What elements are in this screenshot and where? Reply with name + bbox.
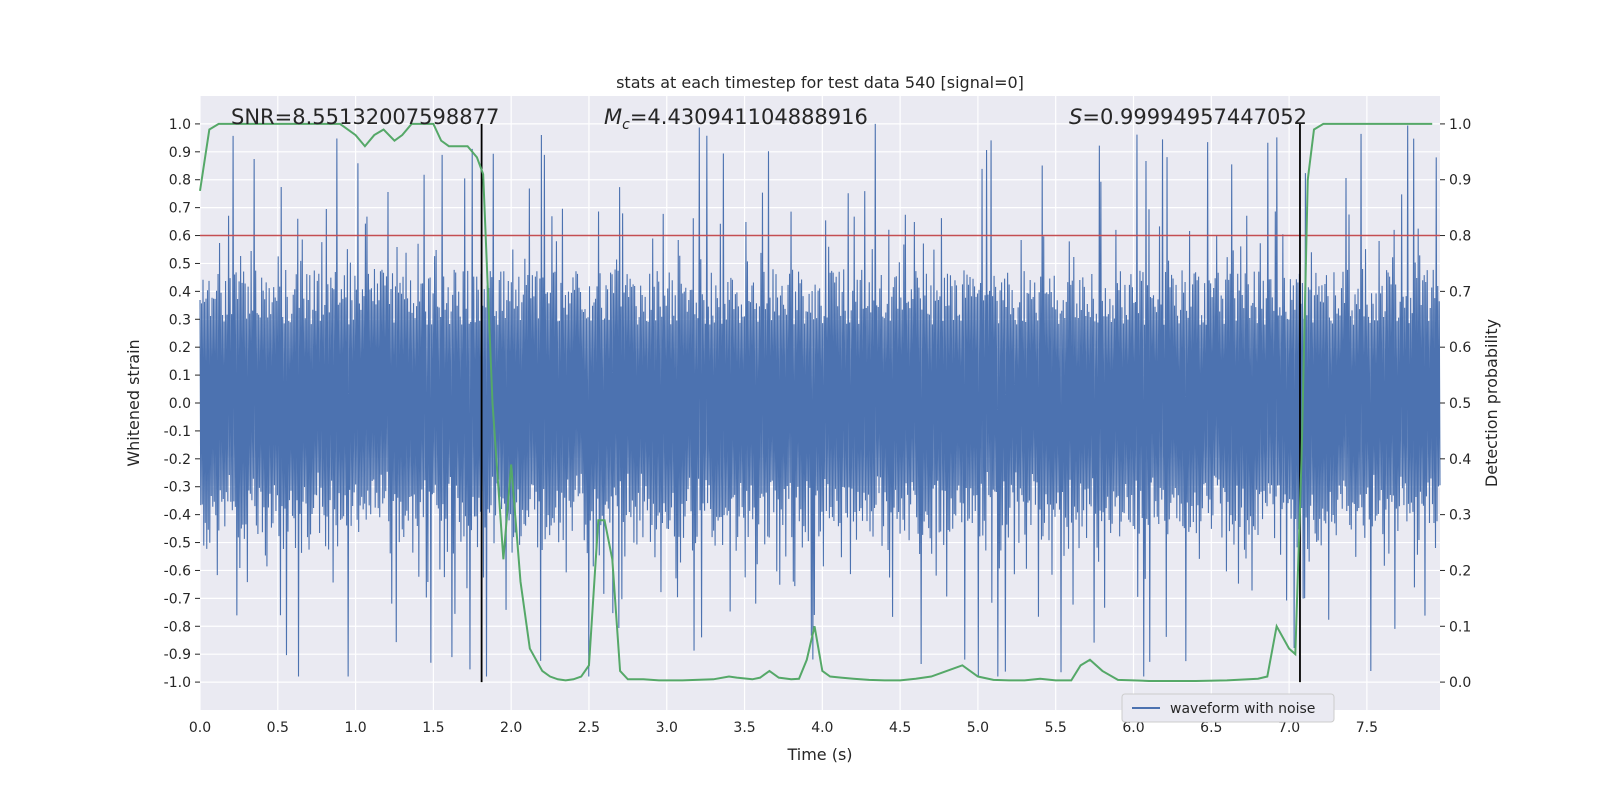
- s-annotation: S=0.99994957447052: [1069, 105, 1307, 129]
- x-tick-label: 4.0: [811, 720, 833, 736]
- chirp-mass-value: =4.430941104888916: [630, 105, 868, 129]
- y-tick-label: 0.1: [169, 368, 191, 384]
- y-tick-label: -0.5: [164, 536, 191, 552]
- y-tick-label: 0.4: [169, 284, 191, 300]
- y-tick-label: -0.8: [164, 619, 191, 635]
- x-tick-label: 4.5: [889, 720, 911, 736]
- x-tick-label: 7.5: [1356, 720, 1378, 736]
- y-tick-label: -0.6: [164, 563, 191, 579]
- y-tick-label: 0.9: [169, 145, 191, 161]
- s-symbol: S: [1069, 105, 1082, 129]
- x-tick-label: 3.0: [656, 720, 678, 736]
- legend-box: [1121, 693, 1335, 723]
- x-tick-label: 1.0: [344, 720, 366, 736]
- y2-tick-label: 0.4: [1449, 452, 1471, 468]
- x-tick-label: 6.0: [1122, 720, 1144, 736]
- y-tick-label: -0.2: [164, 452, 191, 468]
- y-tick-label: 0.0: [169, 396, 191, 412]
- chirp-mass-annotation: Mc=4.430941104888916: [604, 105, 868, 133]
- detection-probability-line: [199, 122, 1433, 682]
- y2-tick-label: 0.6: [1449, 340, 1471, 356]
- y2-tick-label: 0.9: [1449, 173, 1471, 189]
- y-tick-label: 0.5: [169, 256, 191, 272]
- y-tick-label: -0.9: [164, 647, 191, 663]
- axes: 0.0 0.5 1.0 1.5 2.0 2.5 3.0 3.5 4.0 4.5 5.0 5.5 6.0 6…: [164, 117, 1472, 736]
- chirp-mass-subscript: c: [622, 117, 630, 133]
- x-tick-label: 0.0: [189, 720, 211, 736]
- y-tick-label: 0.8: [169, 173, 191, 189]
- x-axis-label: Time (s): [786, 745, 852, 764]
- y2-tick-label: 0.8: [1449, 229, 1471, 245]
- chart-title: stats at each timestep for test data 540…: [616, 73, 1024, 92]
- y-tick-label: -0.7: [164, 591, 191, 607]
- y-tick-label: 1.0: [169, 117, 191, 133]
- y2-tick-label: 1.0: [1449, 117, 1471, 133]
- y2-tick-label: 0.2: [1449, 563, 1471, 579]
- y-tick-label: -0.4: [164, 508, 191, 524]
- legend-entry: waveform with noise: [1170, 701, 1315, 717]
- x-tick-label: 2.5: [578, 720, 600, 736]
- s-value: =0.99994957447052: [1082, 105, 1307, 129]
- chirp-mass-symbol: M: [604, 105, 622, 129]
- overlay: [199, 122, 1440, 683]
- x-tick-label: 2.0: [500, 720, 522, 736]
- x-tick-label: 5.5: [1045, 720, 1067, 736]
- x-tick-label: 3.5: [733, 720, 755, 736]
- y2-tick-label: 0.1: [1449, 619, 1471, 635]
- waveform-line: [199, 123, 1441, 677]
- x-tick-label: 0.5: [267, 720, 289, 736]
- y-tick-label: 0.7: [169, 201, 191, 217]
- y-tick-label: -1.0: [164, 675, 191, 691]
- waveform-series: [199, 123, 1441, 677]
- y-tick-label: 0.6: [169, 229, 191, 245]
- y2-axis-label: Detection probability: [1482, 319, 1501, 487]
- x-tick-label: 6.5: [1200, 720, 1222, 736]
- x-tick-label: 5.0: [967, 720, 989, 736]
- y-tick-label: -0.1: [164, 424, 191, 440]
- snr-annotation: SNR=8.55132007598877: [231, 105, 499, 129]
- y2-tick-label: 0.5: [1449, 396, 1471, 412]
- y-tick-label: 0.3: [169, 312, 191, 328]
- legend: waveform with noise: [1121, 693, 1335, 723]
- y-tick-label: 0.2: [169, 340, 191, 356]
- y2-tick-label: 0.3: [1449, 508, 1471, 524]
- x-tick-label: 7.0: [1278, 720, 1300, 736]
- x-tick-label: 1.5: [422, 720, 444, 736]
- y-axis-label: Whitened strain: [124, 339, 143, 466]
- y2-tick-label: 0.0: [1449, 675, 1471, 691]
- y2-tick-label: 0.7: [1449, 284, 1471, 300]
- y-tick-label: -0.3: [164, 480, 191, 496]
